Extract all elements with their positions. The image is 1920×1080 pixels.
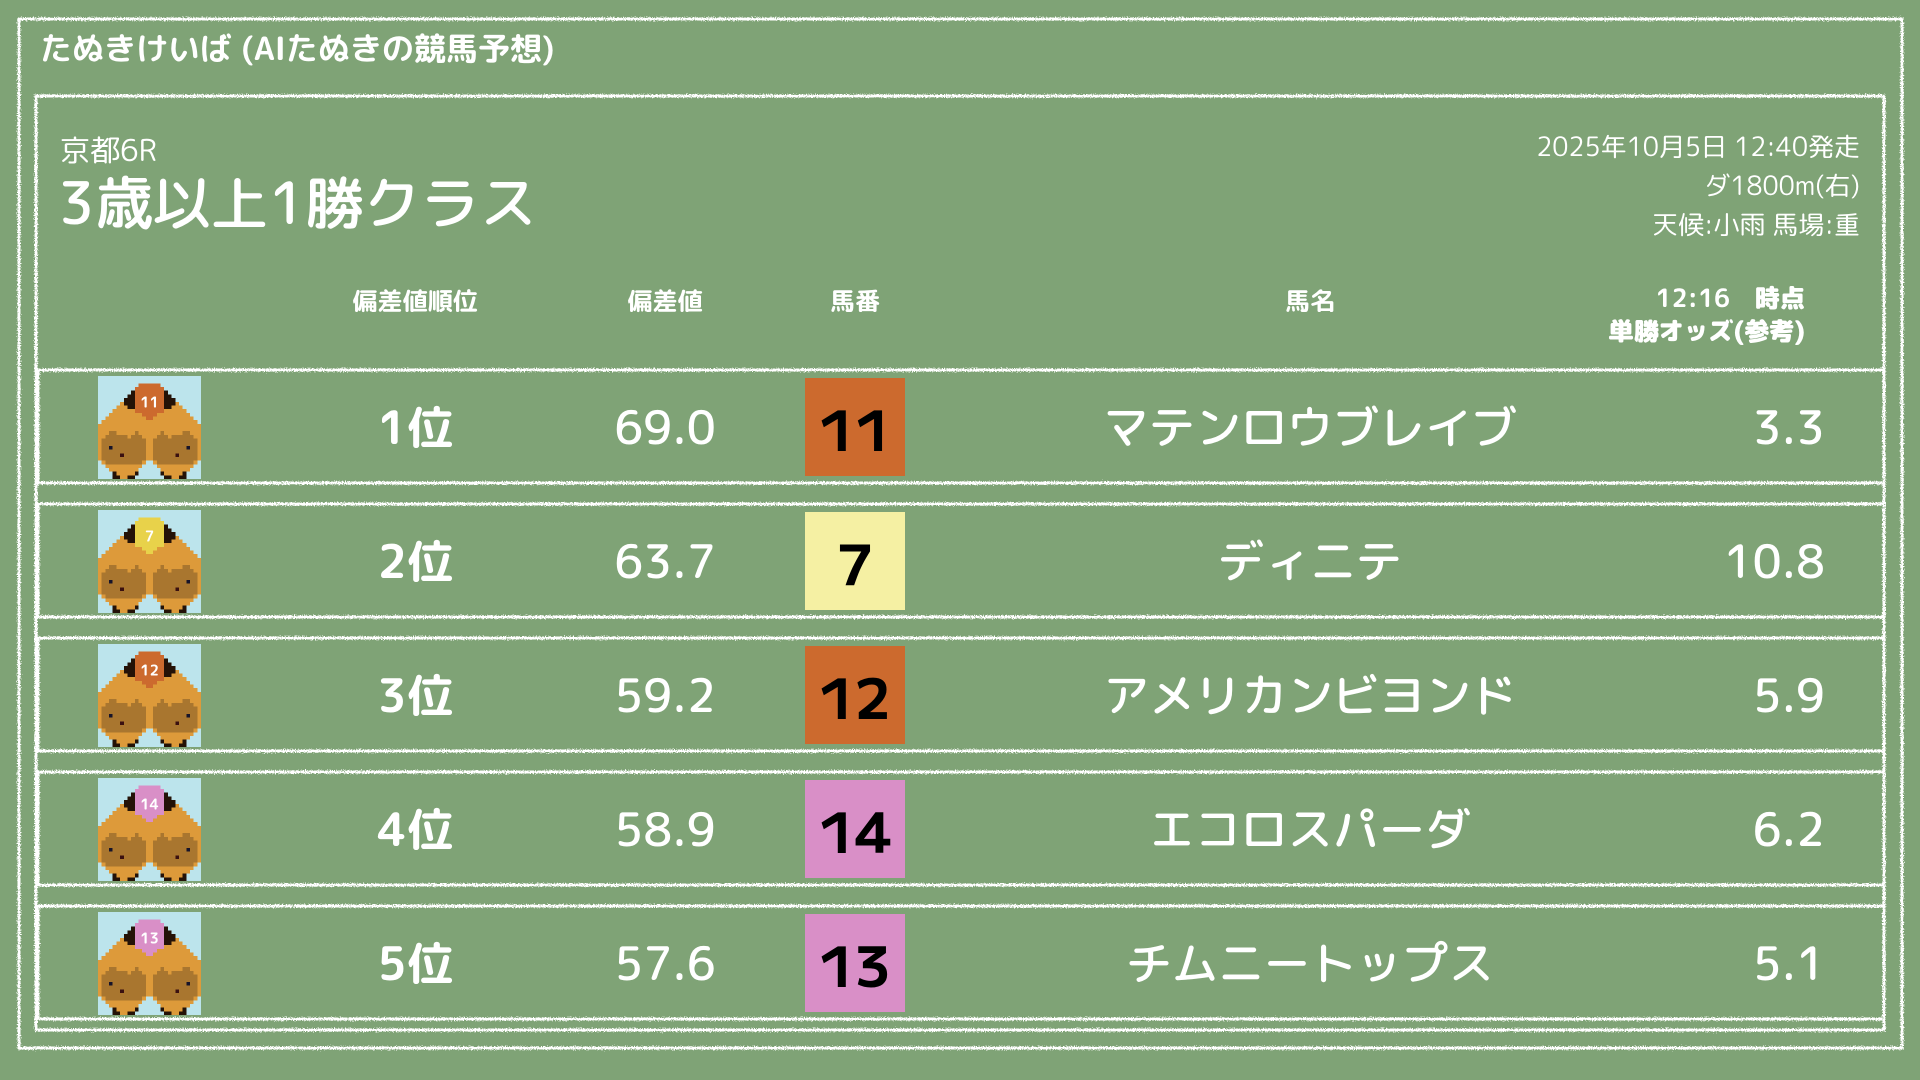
svg-text:14: 14: [140, 793, 159, 814]
svg-text:13: 13: [140, 927, 159, 948]
svg-text:12: 12: [140, 659, 159, 680]
svg-text:7: 7: [145, 525, 154, 546]
svg-text:11: 11: [140, 391, 159, 412]
